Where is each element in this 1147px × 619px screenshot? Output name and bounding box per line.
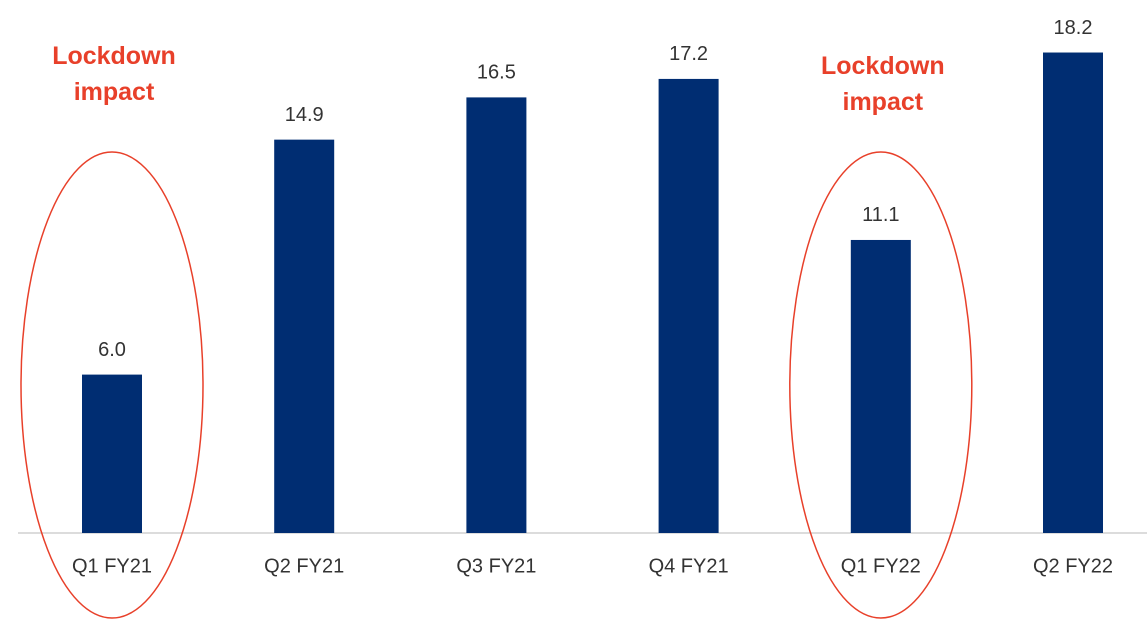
value-label: 17.2 (669, 43, 708, 65)
bar (274, 139, 335, 533)
x-tick-label: Q2 FY21 (264, 555, 344, 577)
bar (82, 374, 142, 533)
bar (850, 239, 911, 533)
highlight-ellipse (789, 151, 973, 619)
annotation: Lockdown impact (52, 42, 176, 106)
value-label: 11.1 (862, 204, 899, 226)
x-tick-label: Q1 FY21 (72, 555, 152, 577)
value-label: 6.0 (98, 339, 126, 361)
x-tick-label: Q4 FY21 (649, 555, 729, 577)
x-tick-label: Q3 FY21 (456, 555, 536, 577)
x-tick-label: Q1 FY22 (841, 555, 921, 577)
value-label: 14.9 (285, 104, 324, 126)
bar (1043, 52, 1103, 534)
highlight-ellipse (20, 151, 204, 619)
bar (466, 97, 527, 534)
x-tick-label: Q2 FY22 (1033, 555, 1113, 577)
bar (658, 78, 719, 534)
annotation: Lockdown impact (820, 52, 945, 116)
value-label: 16.5 (477, 62, 516, 84)
value-label: 18.2 (1054, 17, 1093, 39)
